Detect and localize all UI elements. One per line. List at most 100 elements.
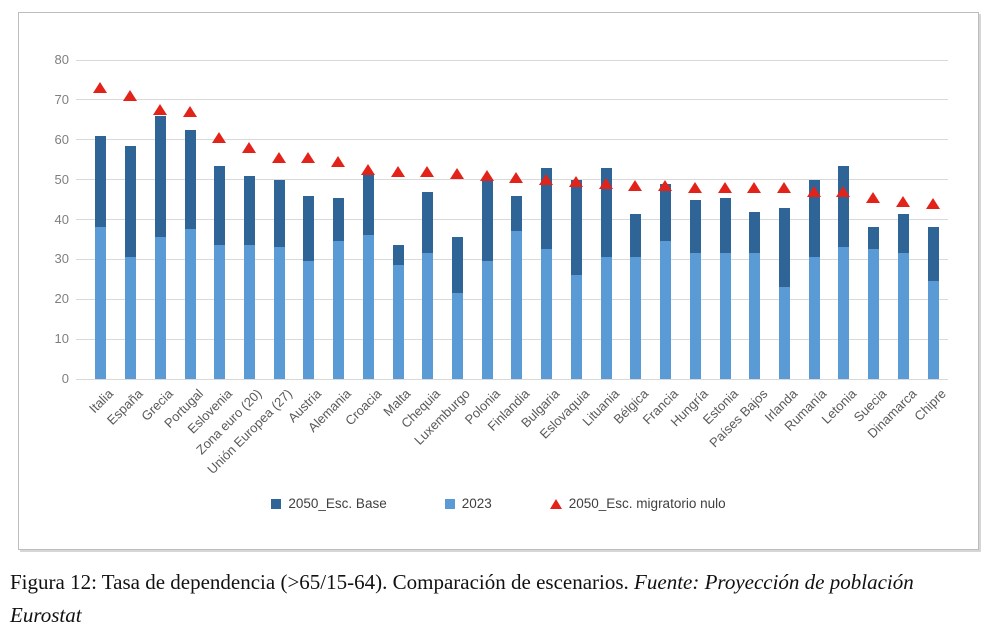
legend-label-2050-null: 2050_Esc. migratorio nulo xyxy=(568,496,726,511)
caption-text: Figura 12: Tasa de dependencia (>65/15-6… xyxy=(10,570,635,594)
bar-2023 xyxy=(630,257,642,379)
marker-2050-migratorio-nulo xyxy=(390,166,405,178)
y-axis-tick-label: 10 xyxy=(54,331,69,347)
y-axis-tick-label: 40 xyxy=(54,211,69,227)
marker-2050-migratorio-nulo xyxy=(658,180,673,192)
marker-2050-migratorio-nulo xyxy=(182,106,197,118)
bar-column: Alemania xyxy=(305,60,354,435)
figure-caption: Figura 12: Tasa de dependencia (>65/15-6… xyxy=(10,566,988,631)
bar-2023 xyxy=(689,253,701,379)
bar-column: Irlanda xyxy=(761,60,800,425)
plot-area: Italia España Grecia Portugal Eslovenia Zona … xyxy=(76,59,949,477)
legend-item-2050-null: 2050_Esc. migratorio nulo xyxy=(549,496,726,511)
bar-2023 xyxy=(511,231,523,379)
marker-2050-migratorio-nulo xyxy=(895,196,910,208)
bar-2023 xyxy=(808,257,820,379)
bar-column: Malta xyxy=(381,60,414,419)
bar-2023 xyxy=(541,249,553,379)
bar-2023 xyxy=(243,245,255,379)
marker-2050-migratorio-nulo xyxy=(628,180,643,192)
bar-2023 xyxy=(273,247,285,379)
marker-2050-migratorio-nulo xyxy=(360,164,375,176)
gridline xyxy=(76,139,948,141)
bar-2023 xyxy=(838,247,850,379)
y-axis-tick-label: 20 xyxy=(54,291,69,307)
marker-2050-migratorio-nulo xyxy=(450,168,465,180)
marker-2050-migratorio-nulo xyxy=(301,152,316,164)
gridline xyxy=(76,59,948,61)
bar-column: Austria xyxy=(285,60,325,425)
marker-2050-migratorio-nulo xyxy=(777,182,791,194)
marker-2050-migratorio-nulo xyxy=(241,142,256,154)
marker-2050-migratorio-nulo xyxy=(866,192,881,204)
bar-column: Grecia xyxy=(138,60,176,424)
gridline xyxy=(76,378,948,380)
bar-2023 xyxy=(481,261,493,379)
marker-2050-migratorio-nulo xyxy=(93,82,108,94)
marker-2050-migratorio-nulo xyxy=(539,174,554,186)
y-axis-tick-label: 30 xyxy=(54,251,69,267)
bar-2023 xyxy=(719,253,731,379)
bar-column: Portugal xyxy=(161,60,206,431)
marker-2050-migratorio-nulo xyxy=(420,166,435,178)
bar-column: Lituania xyxy=(579,60,622,429)
bar-column: Bélgica xyxy=(611,60,651,427)
bar-column: Chequia xyxy=(399,60,443,431)
bar-column: Francia xyxy=(640,60,681,427)
bar-column: Luxemburgo xyxy=(411,60,473,448)
legend-label-2023: 2023 xyxy=(461,496,492,511)
marker-2050-migratorio-nulo xyxy=(123,90,138,102)
marker-2050-migratorio-nulo xyxy=(717,182,732,194)
bar-column: Croacia xyxy=(342,60,384,428)
bar-column: Chipre xyxy=(911,60,949,424)
bar-column: Suecia xyxy=(851,60,889,425)
caption-source-text: Fuente: Proyección de población Eurostat xyxy=(10,570,914,627)
marker-2050-migratorio-nulo xyxy=(509,172,524,184)
legend-swatch-2050-base xyxy=(271,498,282,509)
marker-2050-migratorio-nulo xyxy=(271,152,286,164)
bar-column: Bulgaria xyxy=(518,60,562,430)
bar-2023 xyxy=(660,241,672,379)
marker-2050-migratorio-nulo xyxy=(747,182,762,194)
bar-2023 xyxy=(927,281,939,379)
bar-column: Eslovaquia xyxy=(536,60,592,442)
bar-columns-container: Italia España Grecia Portugal Eslovenia Zona … xyxy=(86,60,949,477)
bar-2023 xyxy=(600,257,612,379)
bar-column: Países Bajos xyxy=(706,60,770,450)
legend-item-2023: 2023 xyxy=(444,496,492,511)
bar-2023 xyxy=(452,293,464,379)
bar-2023 xyxy=(184,229,196,379)
bar-2023 xyxy=(214,245,226,379)
y-axis-tick-label: 70 xyxy=(54,91,69,107)
bar-2023 xyxy=(95,227,107,379)
bar-2023 xyxy=(779,287,790,379)
legend-triangle-icon xyxy=(549,498,562,509)
gridline xyxy=(76,99,948,101)
bar-2023 xyxy=(362,235,374,379)
legend-swatch-2023 xyxy=(444,498,455,509)
bar-column: Estonia xyxy=(699,60,741,427)
x-axis-category-label: Chipre xyxy=(911,386,949,424)
marker-2050-migratorio-nulo xyxy=(598,178,613,190)
legend-label-2050-base: 2050_Esc. Base xyxy=(288,496,387,511)
marker-2050-migratorio-nulo xyxy=(331,156,346,168)
bar-2023 xyxy=(897,253,909,379)
bar-column: Italia xyxy=(86,60,116,416)
marker-2050-migratorio-nulo xyxy=(479,170,494,182)
marker-2050-migratorio-nulo xyxy=(836,186,851,198)
bar-column: Finlandia xyxy=(485,60,533,434)
bar-column: Dinamarca xyxy=(864,60,919,441)
legend-item-2050-base: 2050_Esc. Base xyxy=(271,496,387,511)
bar-2023 xyxy=(392,265,404,379)
marker-2050-migratorio-nulo xyxy=(806,186,821,198)
bar-column: España xyxy=(104,60,146,428)
marker-2050-migratorio-nulo xyxy=(568,176,583,188)
bar-2023 xyxy=(570,275,582,379)
bar-2023 xyxy=(422,253,434,379)
bar-2023 xyxy=(125,257,137,379)
bar-column: Hungría xyxy=(668,60,711,429)
bar-column: Rumanía xyxy=(782,60,830,434)
bar-column: Eslovenia xyxy=(185,60,235,436)
bar-2023 xyxy=(749,253,761,379)
bar-2023 xyxy=(333,241,345,379)
